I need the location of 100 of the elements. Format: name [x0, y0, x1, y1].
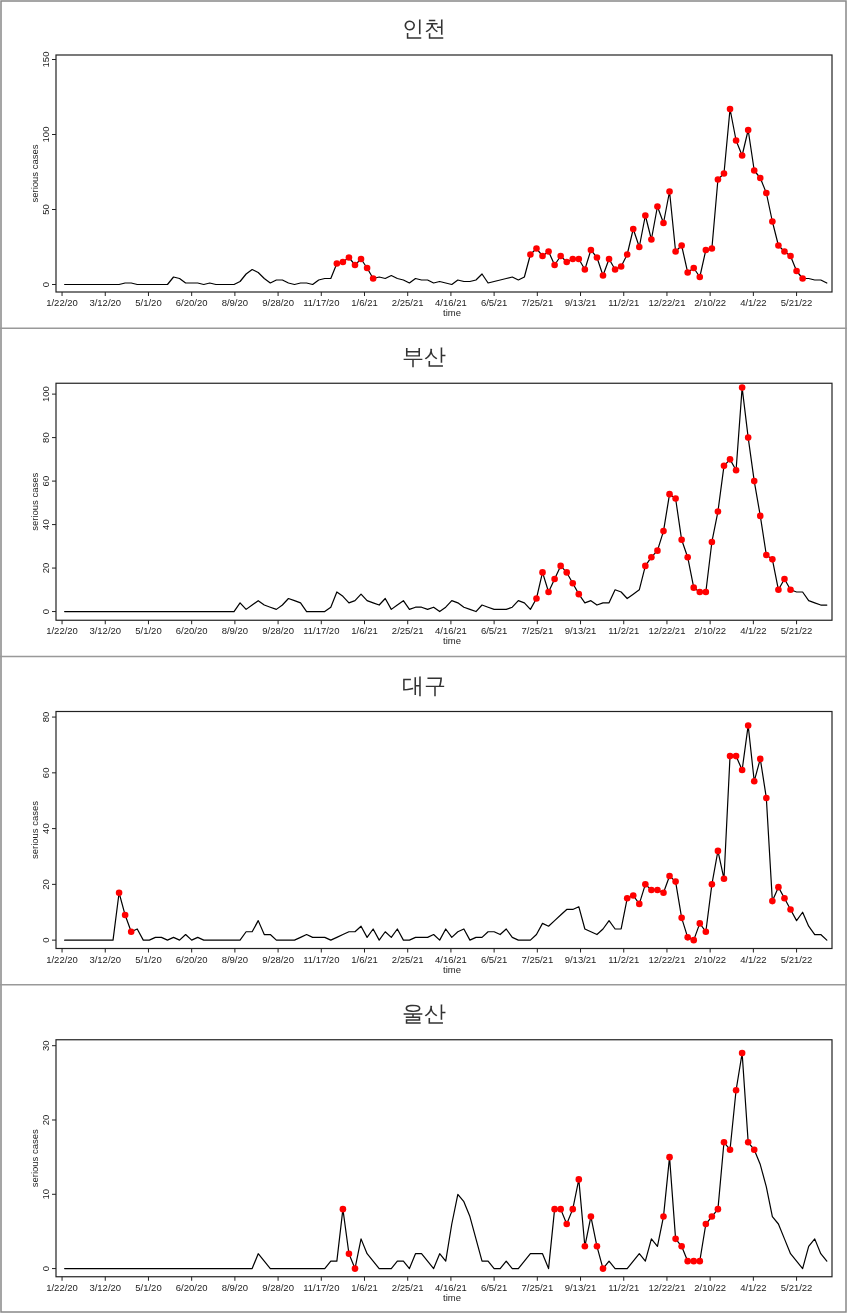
point [738, 766, 746, 774]
x-tick-label: 3/12/20 [89, 1281, 122, 1293]
chart-title: 울산 [401, 1000, 446, 1026]
x-tick-label: 1/22/20 [46, 625, 78, 637]
y-tick-label: 30 [40, 1040, 51, 1051]
point [533, 245, 540, 252]
x-tick-label: 9/28/20 [262, 625, 294, 637]
x-axis-title: time [443, 307, 461, 318]
point [660, 219, 667, 227]
point [756, 755, 764, 763]
y-axis-title: serious cases [29, 144, 40, 203]
x-tick-label: 5/1/20 [135, 1281, 162, 1293]
x-tick-label: 9/28/20 [262, 1281, 294, 1293]
point [527, 251, 534, 258]
x-tick-label: 3/12/20 [89, 625, 122, 637]
point [351, 1265, 359, 1272]
point [799, 275, 806, 282]
x-tick-label: 5/21/22 [780, 1281, 813, 1293]
x-tick-label: 1/22/20 [46, 297, 78, 308]
x-tick-label: 6/5/21 [480, 297, 508, 308]
point [345, 1250, 353, 1258]
x-tick-label: 1/6/21 [351, 1281, 378, 1293]
point [660, 1213, 667, 1220]
point [775, 242, 782, 249]
point [714, 1205, 722, 1213]
point [666, 1153, 673, 1161]
point [781, 248, 788, 255]
x-tick-label: 1/6/21 [351, 625, 378, 637]
point [623, 895, 631, 902]
x-tick-label: 6/20/20 [175, 297, 208, 308]
point [599, 272, 607, 279]
point [744, 722, 752, 729]
y-tick-label: 0 [40, 608, 51, 615]
point [551, 261, 558, 269]
y-tick-label: 150 [40, 51, 51, 68]
x-tick-label: 2/10/22 [694, 1281, 727, 1293]
point [672, 1235, 679, 1243]
point [769, 556, 776, 563]
point [660, 889, 667, 897]
point [539, 252, 546, 260]
point [642, 881, 649, 888]
point [714, 847, 722, 855]
point [726, 752, 734, 760]
point [732, 137, 740, 144]
point [351, 261, 359, 269]
point [732, 466, 740, 474]
x-tick-label: 6/20/20 [175, 1281, 208, 1293]
x-tick-label: 5/1/20 [135, 953, 162, 965]
point [787, 906, 794, 913]
point [684, 269, 691, 276]
y-tick-label: 10 [40, 1188, 51, 1200]
point [648, 553, 655, 561]
point [738, 152, 746, 159]
point [708, 538, 716, 546]
point [599, 1265, 607, 1272]
y-tick-label: 80 [40, 432, 51, 443]
point [678, 1242, 685, 1250]
point [339, 258, 347, 266]
point [744, 126, 752, 134]
x-tick-label: 1/6/21 [351, 297, 378, 308]
x-tick-label: 2/10/22 [694, 297, 727, 308]
point [593, 1242, 601, 1250]
x-tick-label: 9/28/20 [262, 953, 294, 965]
chart-title: 인천 [401, 16, 446, 41]
x-tick-label: 5/21/22 [780, 297, 813, 308]
point [690, 584, 698, 591]
point [726, 1146, 734, 1154]
point [642, 562, 649, 570]
point [672, 495, 679, 502]
point [569, 255, 577, 263]
y-axis-title: serious cases [29, 800, 40, 860]
point [775, 883, 782, 891]
x-tick-label: 2/25/21 [391, 1281, 424, 1293]
point [660, 527, 667, 535]
x-tick-label: 7/25/21 [521, 1281, 554, 1293]
point [769, 218, 776, 225]
point [696, 588, 704, 596]
point [726, 105, 734, 113]
x-tick-label: 11/17/20 [303, 953, 340, 965]
y-tick-label: 40 [40, 823, 51, 834]
x-tick-label: 4/1/22 [740, 625, 767, 637]
point [720, 1138, 728, 1146]
x-tick-label: 2/25/21 [391, 297, 424, 308]
point [781, 575, 788, 583]
point [684, 934, 691, 941]
point [763, 551, 770, 559]
x-tick-label: 7/25/21 [521, 297, 554, 308]
point [345, 254, 353, 261]
point [793, 267, 800, 275]
point [648, 236, 655, 243]
point [678, 536, 685, 544]
point [605, 255, 613, 263]
x-axis-title: time [443, 635, 461, 647]
y-tick-label: 50 [40, 204, 51, 215]
point [363, 264, 371, 272]
y-axis-title: serious cases [29, 1128, 40, 1188]
point [654, 547, 661, 554]
x-tick-label: 11/2/21 [608, 953, 640, 965]
point [720, 462, 728, 470]
y-axis-title: serious cases [29, 472, 40, 531]
